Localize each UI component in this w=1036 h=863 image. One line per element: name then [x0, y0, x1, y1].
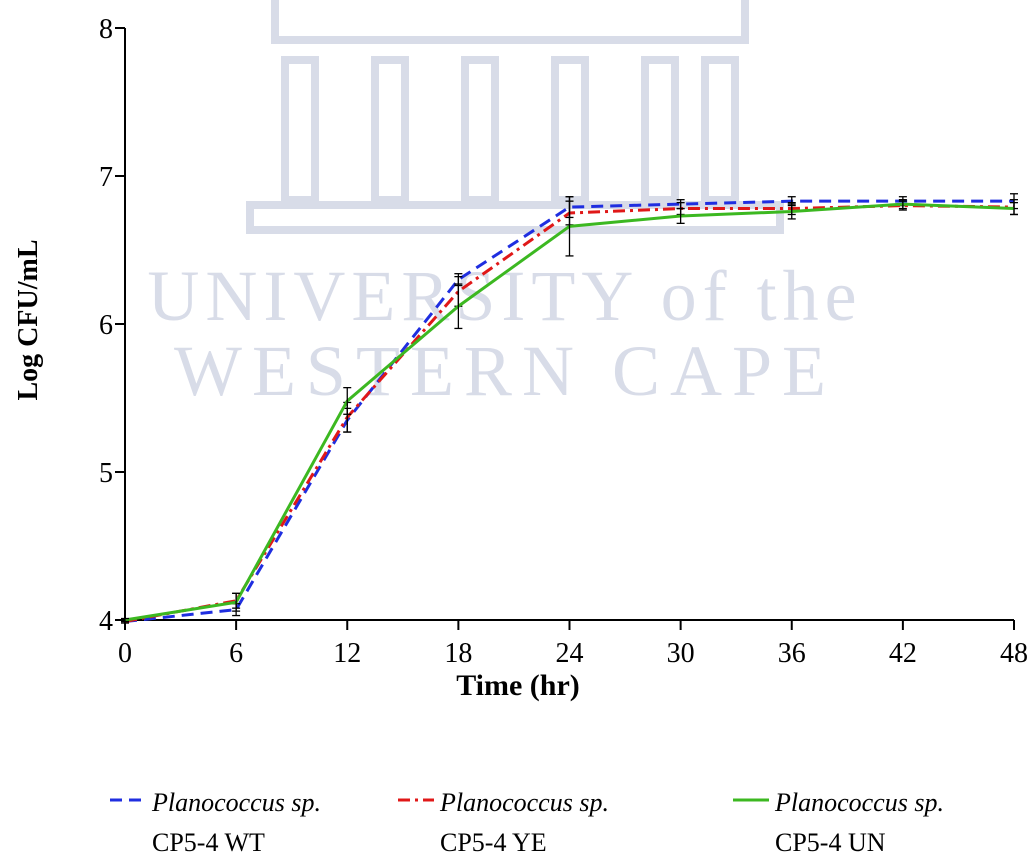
- y-tick-label: 6: [99, 310, 113, 341]
- error-bar: [121, 617, 129, 623]
- legend-label: Planococcus sp. CP5-4 UN: [775, 788, 944, 857]
- y-tick-label: 7: [99, 162, 113, 193]
- x-tick-label: 42: [889, 638, 917, 669]
- x-tick-label: 0: [118, 638, 132, 669]
- x-axis-label: Time (hr): [456, 669, 580, 702]
- y-tick-label: 4: [99, 606, 113, 637]
- x-tick-label: 12: [333, 638, 361, 669]
- watermark: WESTERN CAPE: [174, 331, 836, 411]
- x-tick-label: 18: [444, 638, 472, 669]
- x-tick-label: 6: [229, 638, 243, 669]
- x-tick-label: 48: [1000, 638, 1028, 669]
- legend-label: Planococcus sp. CP5-4 WT: [152, 788, 321, 857]
- error-bar: [343, 386, 352, 415]
- x-tick-label: 24: [556, 638, 584, 669]
- error-bar: [565, 196, 574, 257]
- watermark-building: [246, 0, 784, 234]
- error-bar: [898, 199, 907, 210]
- watermark: UNIVERSITY of the: [147, 256, 862, 336]
- error-bar: [676, 207, 685, 225]
- error-bar: [1010, 201, 1018, 216]
- error-bar: [232, 592, 241, 612]
- y-tick-label: 8: [99, 14, 113, 45]
- error-bar: [787, 203, 796, 220]
- legend-label: Planococcus sp. CP5-4 YE: [440, 788, 609, 857]
- y-axis-label: Log CFU/mL: [13, 240, 44, 401]
- x-tick-label: 36: [778, 638, 806, 669]
- x-tick-label: 30: [667, 638, 695, 669]
- y-tick-label: 5: [99, 458, 113, 489]
- series-line: [124, 199, 1014, 623]
- error-bar: [454, 283, 463, 330]
